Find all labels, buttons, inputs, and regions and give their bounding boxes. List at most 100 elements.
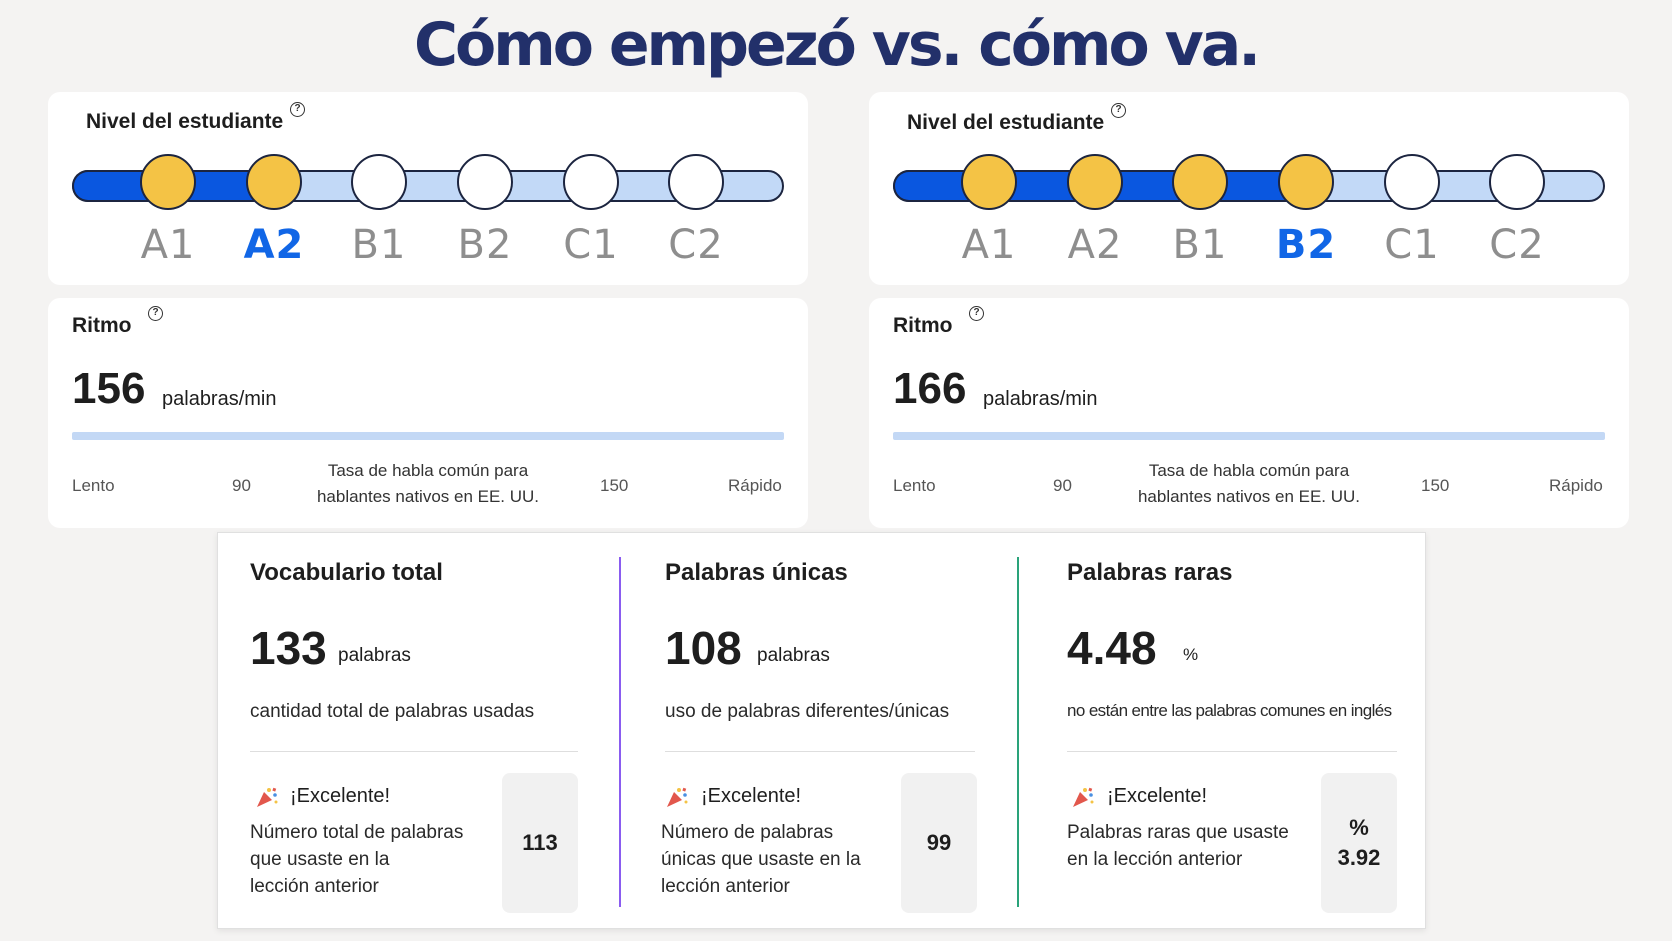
previous-note-line3: lección anterior: [661, 876, 790, 897]
pace-value: 166: [893, 364, 967, 413]
pace-bar: [72, 432, 784, 440]
level-heading: Nivel del estudiante: [907, 111, 1105, 134]
level-label-b2-current: B2: [1275, 222, 1337, 268]
previous-note-line2: que usaste en la: [250, 849, 390, 870]
previous-value: 99: [926, 830, 952, 855]
level-label-c2: C2: [668, 222, 724, 268]
scale-slow-label: Lento: [72, 476, 115, 495]
level-label-a1: A1: [140, 222, 196, 268]
previous-value-box: 99: [901, 773, 977, 913]
praise-text: ¡Excelente!: [701, 785, 802, 807]
pace-unit: palabras/min: [983, 388, 1098, 410]
praise-text: ¡Excelente!: [1107, 785, 1208, 807]
level-dot-c2: [1489, 154, 1545, 210]
previous-value: 3.92: [1337, 845, 1381, 870]
stat-description: no están entre las palabras comunes en i…: [1067, 701, 1392, 720]
level-heading: Nivel del estudiante: [86, 110, 284, 133]
pace-value: 156: [72, 364, 146, 413]
level-label-b2: B2: [457, 222, 513, 268]
level-dot-c1: [563, 154, 619, 210]
stat-value: 133: [250, 622, 327, 674]
previous-value: 113: [522, 830, 558, 855]
level-label-a1: A1: [961, 222, 1017, 268]
pace-card-before: Ritmo ? 156 palabras/min Lento 90 Tasa d…: [48, 298, 808, 528]
question-circle-icon[interactable]: ?: [969, 306, 984, 321]
level-label-c1: C1: [1384, 222, 1440, 268]
scale-low-value: 90: [1053, 476, 1072, 495]
praise-text: ¡Excelente!: [290, 785, 391, 807]
previous-note-line2: únicas que usaste en la: [661, 849, 861, 870]
level-dot-b1: [351, 154, 407, 210]
scale-native-line2: hablantes nativos en EE. UU.: [1137, 487, 1361, 506]
pace-heading: Ritmo: [893, 314, 953, 337]
stat-unit: palabras: [338, 645, 411, 666]
level-label-a2: A2: [1067, 222, 1123, 268]
scale-native-line1: Tasa de habla común para: [1148, 461, 1350, 480]
scale-high-value: 150: [1421, 476, 1450, 495]
level-label-b1: B1: [351, 222, 407, 268]
page-title: Cómo empezó vs. cómo va.: [413, 10, 1261, 80]
column-divider-purple: [619, 557, 621, 907]
previous-value-box: % 3.92: [1321, 773, 1397, 913]
party-popper-icon: [667, 787, 688, 807]
stat-rare-words: Palabras raras 4.48 % no están entre las…: [1019, 533, 1427, 930]
stat-description: uso de palabras diferentes/únicas: [665, 701, 950, 722]
stat-description: cantidad total de palabras usadas: [250, 701, 535, 722]
previous-value-unit: %: [1349, 815, 1369, 840]
stat-divider: [665, 751, 975, 752]
scale-slow-label: Lento: [893, 476, 936, 495]
previous-lesson-note: Número total de palabras que usaste en l…: [250, 819, 463, 900]
level-dot-c2: [668, 154, 724, 210]
stat-unit: palabras: [757, 645, 830, 666]
stat-value: 108: [665, 622, 742, 674]
stat-value: 4.48: [1067, 622, 1157, 674]
previous-note-line1: Número total de palabras: [250, 822, 464, 843]
party-popper-icon: [1073, 787, 1094, 807]
level-label-c1: C1: [563, 222, 619, 268]
stat-unit: %: [1183, 645, 1199, 664]
pace-unit: palabras/min: [162, 388, 277, 410]
question-circle-icon[interactable]: ?: [148, 306, 163, 321]
level-label-b1: B1: [1172, 222, 1228, 268]
level-dot-b2: [1278, 154, 1334, 210]
stat-total-vocabulary: Vocabulario total 133 palabras cantidad …: [218, 533, 618, 930]
previous-value-box: 113: [502, 773, 578, 913]
question-circle-icon[interactable]: ?: [290, 102, 305, 117]
scale-fast-label: Rápido: [728, 476, 782, 495]
stat-title: Vocabulario total: [250, 559, 443, 586]
question-circle-icon[interactable]: ?: [1111, 103, 1126, 118]
scale-native-note: Tasa de habla común para hablantes nativ…: [298, 458, 558, 510]
level-dot-b1: [1172, 154, 1228, 210]
pace-bar: [893, 432, 1605, 440]
party-popper-icon: [257, 787, 278, 807]
vocabulary-stats-panel: Vocabulario total 133 palabras cantidad …: [217, 532, 1426, 929]
level-dot-a1: [140, 154, 196, 210]
scale-native-line2: hablantes nativos en EE. UU.: [316, 487, 540, 506]
student-level-card-after: Nivel del estudiante ? A1 A2 B1 B2 C1 C2: [869, 92, 1629, 285]
scale-high-value: 150: [600, 476, 629, 495]
scale-native-note: Tasa de habla común para hablantes nativ…: [1119, 458, 1379, 510]
level-label-a2-current: A2: [243, 222, 305, 268]
level-dot-a1: [961, 154, 1017, 210]
level-label-c2: C2: [1489, 222, 1545, 268]
level-dot-a2: [1067, 154, 1123, 210]
previous-lesson-note: Palabras raras que usaste en la lección …: [1067, 819, 1289, 873]
previous-note-line2: en la lección anterior: [1067, 849, 1243, 870]
pace-heading: Ritmo: [72, 314, 132, 337]
stat-divider: [250, 751, 578, 752]
scale-low-value: 90: [232, 476, 251, 495]
scale-native-line1: Tasa de habla común para: [327, 461, 529, 480]
column-divider-green: [1017, 557, 1019, 907]
stat-unique-words: Palabras únicas 108 palabras uso de pala…: [621, 533, 1017, 930]
level-dot-b2: [457, 154, 513, 210]
previous-note-line3: lección anterior: [250, 876, 379, 897]
previous-note-line1: Número de palabras: [661, 822, 834, 843]
scale-fast-label: Rápido: [1549, 476, 1603, 495]
stat-divider: [1067, 751, 1397, 752]
previous-note-line1: Palabras raras que usaste: [1067, 822, 1289, 843]
student-level-card-before: Nivel del estudiante ? A1 A2 B1 B2 C1 C2: [48, 92, 808, 285]
level-dot-c1: [1384, 154, 1440, 210]
stat-title: Palabras raras: [1067, 559, 1233, 586]
pace-card-after: Ritmo ? 166 palabras/min Lento 90 Tasa d…: [869, 298, 1629, 528]
level-dot-a2: [246, 154, 302, 210]
